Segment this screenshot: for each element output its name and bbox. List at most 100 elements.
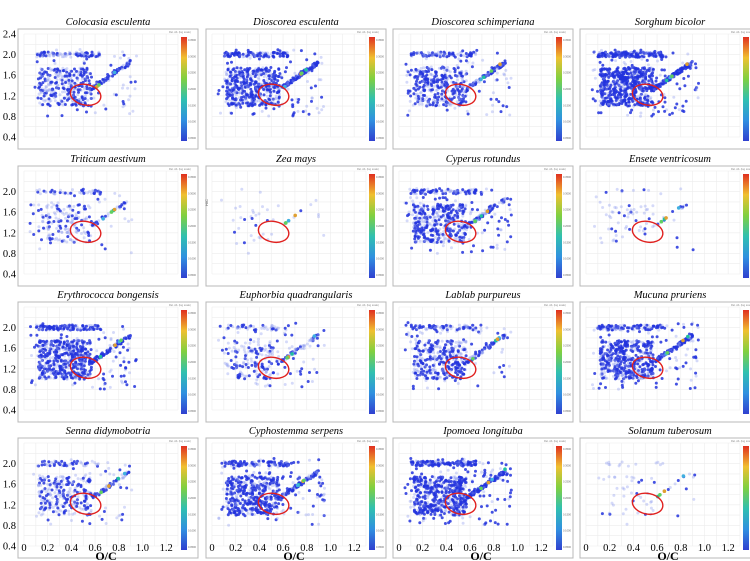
data-point [127,98,131,102]
data-point [624,55,627,59]
data-point [99,190,103,194]
data-point [48,73,52,77]
data-point [259,73,263,77]
data-point [245,75,249,79]
data-point [646,207,649,211]
data-point [426,50,430,54]
colorbar-tick: 0.2500 [376,208,384,212]
data-point [55,346,59,350]
data-point [290,98,294,102]
data-point [39,97,43,100]
data-point [319,78,323,82]
data-point [48,234,52,238]
data-point [455,100,459,104]
data-point [420,102,424,106]
data-point [55,86,59,90]
data-point [633,103,637,107]
data-point [422,89,426,93]
data-point [45,361,49,365]
data-point [683,84,687,88]
data-point [121,105,125,109]
data-point [286,82,290,85]
data-point [651,108,655,112]
data-point [493,212,497,216]
data-point [491,91,495,95]
data-point [116,68,120,72]
data-point [662,68,666,72]
data-point [412,51,416,55]
data-point [406,89,410,93]
data-point [490,188,494,192]
data-point [86,98,90,102]
data-point [461,79,465,83]
data-point [490,215,494,219]
data-point [85,328,89,332]
data-point [624,50,628,54]
data-point [299,49,303,53]
data-point [293,71,297,75]
data-point [69,327,72,331]
data-point [68,74,72,78]
data-point [39,90,43,94]
data-point [73,194,76,198]
data-point [461,231,465,235]
data-point [57,349,61,352]
data-point [429,240,433,244]
data-point [119,363,123,367]
data-point [419,223,423,227]
data-point [651,212,655,216]
data-point [41,354,45,358]
data-point [614,98,618,102]
data-point [405,219,409,223]
data-point [37,225,41,229]
data-point [507,203,511,207]
data-point [113,191,117,195]
data-point [413,224,416,228]
data-point [97,50,101,54]
data-point [97,53,101,57]
data-point [224,100,228,104]
data-point [411,229,415,233]
data-point [602,83,606,87]
data-point [246,53,250,57]
data-point [426,208,430,211]
data-point [447,207,451,211]
data-point [678,87,682,91]
data-point [58,369,62,373]
data-point [45,89,49,92]
data-point [610,210,614,214]
data-point [509,235,513,239]
data-point [262,75,266,79]
data-point [128,371,131,375]
data-point [661,82,665,86]
data-point [75,76,79,80]
data-point-high [109,210,114,214]
data-point [599,69,603,73]
data-point [50,88,54,92]
data-point [44,54,48,58]
data-point [652,224,656,228]
data-point [640,54,644,58]
data-point [126,342,130,346]
data-point [56,54,60,58]
data-point [497,100,501,104]
data-point [277,67,281,71]
data-point [277,75,281,78]
data-point [658,53,662,57]
data-point [246,101,250,105]
data-point [111,374,114,378]
colorbar-title: Rel. Ab. (log scale) [169,167,191,171]
data-point [600,92,603,96]
data-point [69,373,73,377]
data-point [48,349,52,353]
data-point [681,104,685,108]
data-point [82,236,86,240]
colorbar-tick: 0.3000 [376,54,384,58]
data-point [39,344,43,348]
data-point [53,237,57,241]
data-point [283,70,287,74]
data-point [607,53,611,57]
data-point [418,81,422,84]
data-point [121,345,125,349]
data-point [668,113,672,117]
